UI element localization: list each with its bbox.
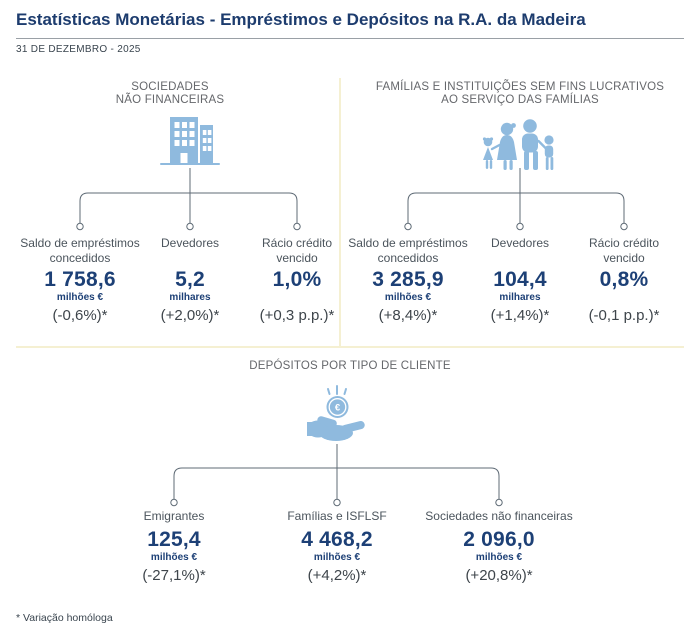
stat-familias-isflsf: Famílias e ISFLSF 4 468,2 milhões € (+4,… — [252, 508, 422, 585]
deposits-section-title: DEPÓSITOS POR TIPO DE CLIENTE — [249, 360, 451, 372]
hand-euro-icon: € — [307, 385, 365, 441]
title-divider — [16, 38, 684, 39]
stat-unit: milhões € — [384, 292, 432, 303]
stat-change: (+20,8%)* — [465, 567, 533, 584]
stats-row: Saldo de empréstimos concedidos 3 285,9 … — [345, 236, 695, 340]
deposits-stats-row: Emigrantes 125,4 milhões € (-27,1%)* Fam… — [0, 508, 700, 598]
stat-value: 1 758,6 — [44, 268, 116, 291]
stat-value: 3 285,9 — [372, 268, 444, 291]
stat-label: Saldo de empréstimos concedidos — [20, 236, 140, 265]
stat-unit — [569, 292, 679, 304]
stat-unit: milhares — [169, 292, 211, 303]
stat-change: (-0,1 p.p.)* — [588, 307, 660, 324]
building-icon — [160, 117, 220, 165]
connector-bracket — [76, 168, 301, 231]
stat-devedores: Devedores 5,2 milhares (+2,0%)* — [150, 236, 230, 325]
stat-change: (+0,3 p.p.)* — [259, 307, 335, 324]
stat-unit — [242, 292, 352, 304]
stat-label: Devedores — [160, 236, 220, 250]
stat-change: (-0,6%)* — [52, 307, 108, 324]
stat-value: 125,4 — [147, 528, 201, 551]
section-divider-vertical — [339, 78, 341, 346]
stat-label: Emigrantes — [143, 509, 205, 523]
stat-change: (+1,4%)* — [490, 307, 550, 324]
stats-row: Saldo de empréstimos concedidos 1 758,6 … — [10, 236, 334, 340]
stat-value: 5,2 — [175, 268, 205, 291]
stat-unit: milhares — [499, 292, 541, 303]
family-icon — [482, 119, 554, 170]
stat-value: 1,0% — [272, 268, 322, 291]
section-divider-horizontal — [16, 346, 684, 348]
panel-familias-isflsf: FAMÍLIAS E INSTITUIÇÕES SEM FINS LUCRATI… — [345, 78, 695, 340]
stat-unit: milhões € — [150, 552, 198, 563]
stat-label: Saldo de empréstimos concedidos — [348, 236, 468, 265]
stat-racio-credito-vencido: Rácio crédito vencido 1,0% (+0,3 p.p.)* — [242, 236, 352, 325]
stat-value: 0,8% — [599, 268, 649, 291]
panel-sociedades-nao-financeiras: SOCIEDADES NÃO FINANCEIRAS — [10, 78, 334, 340]
stat-racio-credito-vencido: Rácio crédito vencido 0,8% (-0,1 p.p.)* — [569, 236, 679, 325]
stat-change: (+8,4%)* — [378, 307, 438, 324]
stat-label: Devedores — [490, 236, 550, 250]
stat-label: Rácio crédito vencido — [588, 236, 660, 265]
connector-bracket — [404, 168, 628, 231]
stat-change: (-27,1%)* — [142, 567, 206, 584]
stat-devedores: Devedores 104,4 milhares (+1,4%)* — [470, 236, 570, 325]
stat-unit: milhões € — [313, 552, 361, 563]
stat-saldo-emprestimos: Saldo de empréstimos concedidos 3 285,9 … — [338, 236, 478, 325]
panel-title: FAMÍLIAS E INSTITUIÇÕES SEM FINS LUCRATI… — [375, 81, 665, 106]
stat-value: 4 468,2 — [301, 528, 373, 551]
stat-value: 104,4 — [493, 268, 547, 291]
stat-unit: milhões € — [475, 552, 523, 563]
stat-change: (+4,2%)* — [307, 567, 367, 584]
stat-emigrantes: Emigrantes 125,4 milhões € (-27,1%)* — [99, 508, 249, 585]
stat-unit: milhões € — [56, 292, 104, 303]
connector-bracket — [170, 444, 503, 507]
stat-label: Famílias e ISFLSF — [287, 509, 387, 523]
stat-sociedades-nao-financeiras: Sociedades não financeiras 2 096,0 milhõ… — [399, 508, 599, 585]
stat-change: (+2,0%)* — [160, 307, 220, 324]
stat-saldo-emprestimos: Saldo de empréstimos concedidos 1 758,6 … — [10, 236, 150, 325]
report-date: 31 DE DEZEMBRO - 2025 — [16, 44, 141, 55]
page-title: Estatísticas Monetárias - Empréstimos e … — [16, 10, 586, 29]
euro-symbol: € — [335, 403, 341, 414]
stat-label: Rácio crédito vencido — [261, 236, 333, 265]
stat-label: Sociedades não financeiras — [425, 509, 573, 523]
panel-title: SOCIEDADES NÃO FINANCEIRAS — [115, 81, 225, 106]
open-hand-shape — [307, 416, 365, 441]
footnote: * Variação homóloga — [16, 612, 113, 624]
stat-value: 2 096,0 — [463, 528, 535, 551]
